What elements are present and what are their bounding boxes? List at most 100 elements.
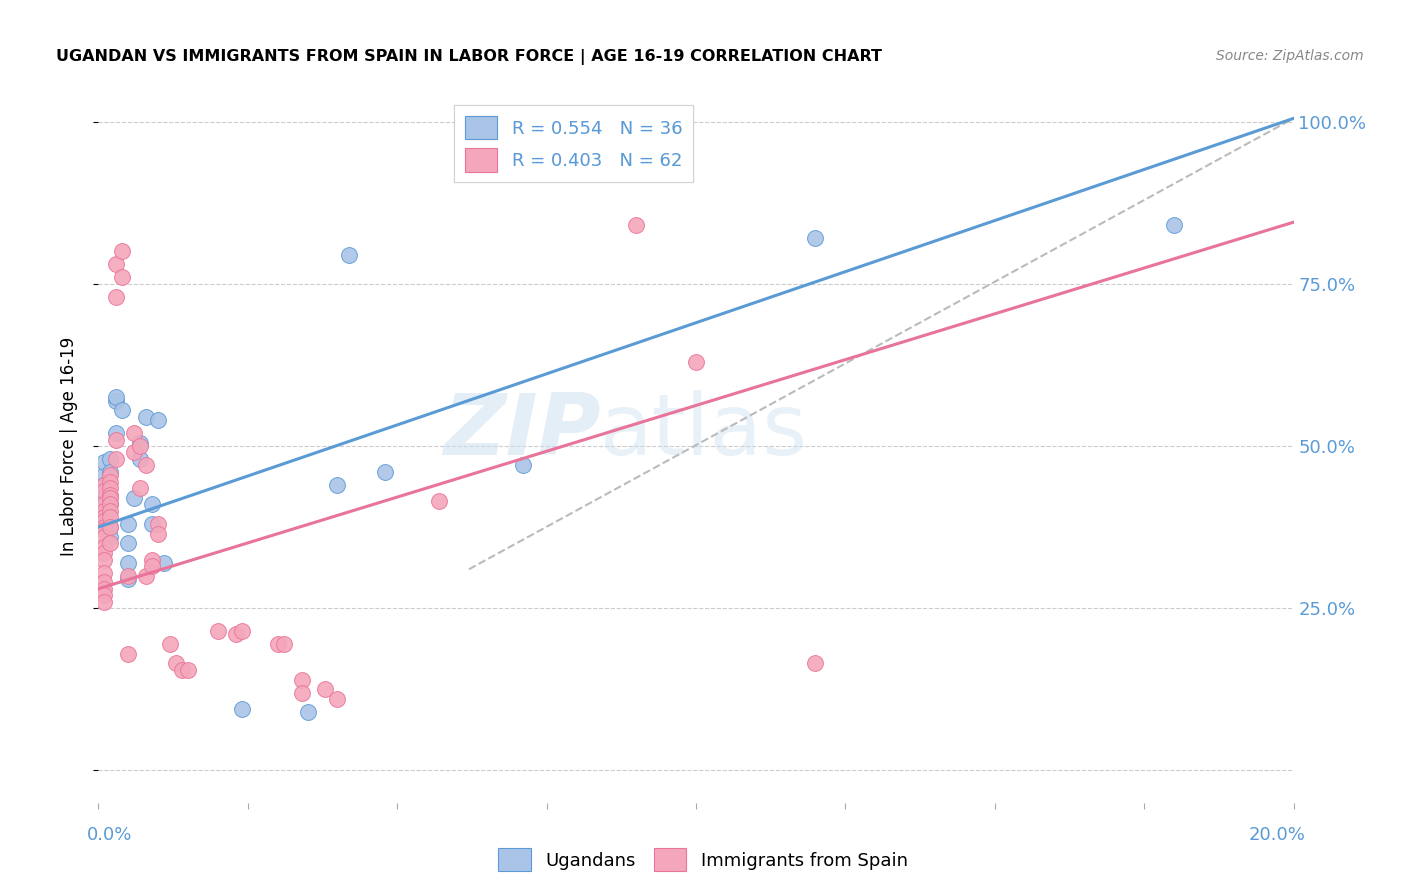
- Point: [207, 624, 229, 638]
- Point: [93, 510, 115, 524]
- Point: [117, 572, 139, 586]
- Point: [100, 468, 122, 483]
- Point: [117, 568, 139, 582]
- Point: [93, 546, 115, 560]
- Point: [148, 413, 170, 427]
- Point: [129, 481, 152, 495]
- Point: [326, 478, 349, 492]
- Point: [100, 536, 122, 550]
- Point: [93, 484, 115, 499]
- Point: [93, 497, 115, 511]
- Point: [93, 520, 115, 534]
- Point: [124, 425, 146, 440]
- Text: ZIP: ZIP: [443, 390, 600, 474]
- Point: [100, 481, 122, 495]
- Point: [100, 497, 122, 511]
- Point: [231, 702, 253, 716]
- Point: [225, 627, 247, 641]
- Point: [374, 465, 396, 479]
- Point: [339, 247, 360, 261]
- Text: 20.0%: 20.0%: [1249, 825, 1306, 844]
- Point: [111, 244, 134, 259]
- Point: [93, 455, 115, 469]
- Point: [93, 468, 115, 483]
- Point: [172, 663, 194, 677]
- Point: [93, 514, 115, 528]
- Point: [626, 219, 648, 233]
- Point: [135, 568, 157, 582]
- Point: [105, 290, 128, 304]
- Point: [148, 526, 170, 541]
- Point: [93, 595, 115, 609]
- Point: [326, 692, 349, 706]
- Point: [141, 497, 163, 511]
- Point: [141, 516, 163, 531]
- Point: [135, 409, 157, 424]
- Text: 0.0%: 0.0%: [87, 825, 132, 844]
- Point: [93, 484, 115, 499]
- Point: [93, 582, 115, 596]
- Point: [141, 559, 163, 574]
- Point: [105, 452, 128, 467]
- Text: Source: ZipAtlas.com: Source: ZipAtlas.com: [1216, 49, 1364, 63]
- Point: [291, 685, 314, 699]
- Point: [804, 657, 827, 671]
- Point: [100, 491, 122, 505]
- Point: [105, 433, 128, 447]
- Point: [111, 270, 134, 285]
- Point: [141, 552, 163, 566]
- Point: [129, 452, 152, 467]
- Point: [159, 637, 181, 651]
- Point: [512, 458, 534, 473]
- Point: [105, 390, 128, 404]
- Legend: R = 0.554   N = 36, R = 0.403   N = 62: R = 0.554 N = 36, R = 0.403 N = 62: [454, 105, 693, 183]
- Point: [297, 705, 319, 719]
- Point: [685, 354, 707, 368]
- Point: [100, 520, 122, 534]
- Y-axis label: In Labor Force | Age 16-19: In Labor Force | Age 16-19: [59, 336, 77, 556]
- Point: [93, 575, 115, 590]
- Point: [93, 530, 115, 544]
- Point: [100, 465, 122, 479]
- Point: [100, 510, 122, 524]
- Point: [231, 624, 253, 638]
- Point: [100, 497, 122, 511]
- Point: [93, 540, 115, 554]
- Point: [93, 510, 115, 524]
- Point: [129, 439, 152, 453]
- Point: [93, 478, 115, 492]
- Point: [93, 504, 115, 518]
- Point: [93, 514, 115, 528]
- Point: [100, 452, 122, 467]
- Point: [93, 552, 115, 566]
- Point: [105, 393, 128, 408]
- Legend: Ugandans, Immigrants from Spain: Ugandans, Immigrants from Spain: [491, 841, 915, 879]
- Point: [129, 435, 152, 450]
- Point: [111, 403, 134, 417]
- Point: [165, 657, 187, 671]
- Point: [93, 478, 115, 492]
- Point: [93, 524, 115, 538]
- Point: [177, 663, 200, 677]
- Point: [105, 425, 128, 440]
- Point: [100, 488, 122, 502]
- Point: [291, 673, 314, 687]
- Point: [117, 536, 139, 550]
- Point: [117, 516, 139, 531]
- Text: atlas: atlas: [600, 390, 808, 474]
- Point: [124, 491, 146, 505]
- Point: [148, 516, 170, 531]
- Point: [804, 231, 827, 245]
- Point: [427, 494, 450, 508]
- Point: [100, 475, 122, 489]
- Point: [124, 445, 146, 459]
- Point: [135, 458, 157, 473]
- Point: [117, 556, 139, 570]
- Point: [93, 566, 115, 580]
- Point: [117, 647, 139, 661]
- Text: UGANDAN VS IMMIGRANTS FROM SPAIN IN LABOR FORCE | AGE 16-19 CORRELATION CHART: UGANDAN VS IMMIGRANTS FROM SPAIN IN LABO…: [56, 49, 882, 65]
- Point: [93, 491, 115, 505]
- Point: [273, 637, 295, 651]
- Point: [100, 520, 122, 534]
- Point: [100, 530, 122, 544]
